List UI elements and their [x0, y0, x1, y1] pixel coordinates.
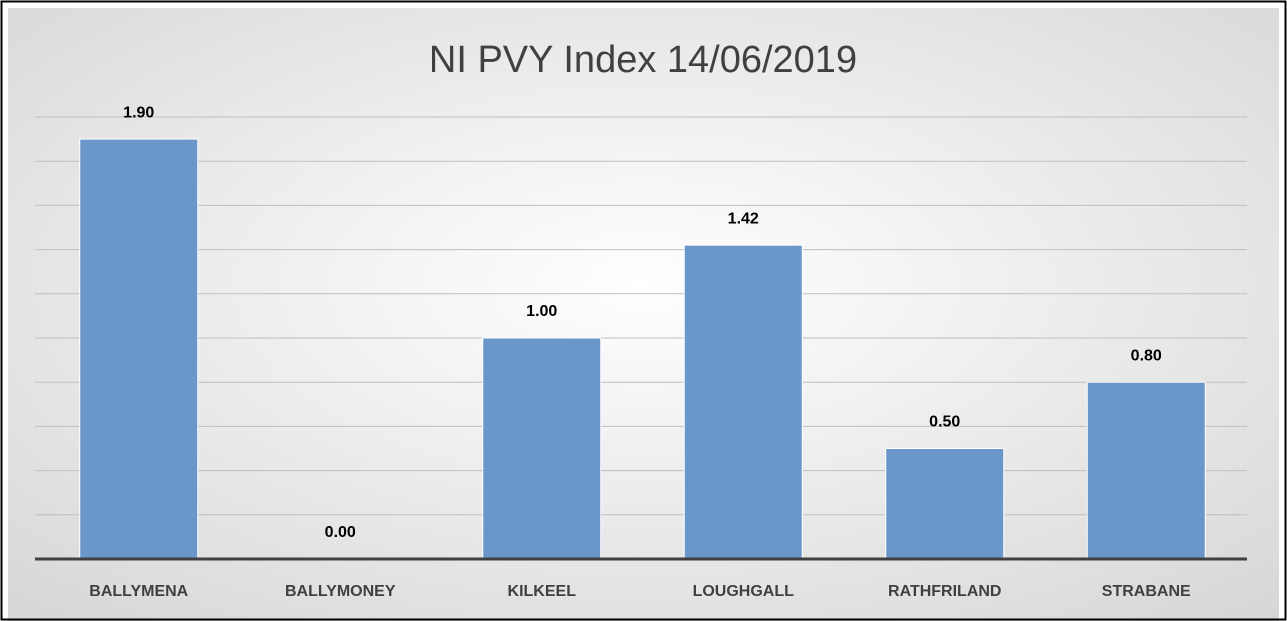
bar	[885, 448, 1005, 560]
bar	[683, 244, 803, 560]
x-tick-label: BALLYMENA	[89, 583, 188, 600]
value-label: 0.00	[325, 524, 356, 541]
x-tick-label: LOUGHGALL	[693, 583, 795, 600]
bar	[79, 138, 199, 560]
value-label: 0.80	[1131, 347, 1162, 364]
chart-title: NI PVY Index 14/06/2019	[429, 39, 857, 81]
value-label: 1.42	[728, 210, 759, 227]
value-label: 0.50	[929, 414, 960, 431]
value-label: 1.90	[123, 104, 154, 121]
plot-background	[8, 8, 1279, 621]
x-tick-label: BALLYMONEY	[285, 583, 396, 600]
x-tick-label: KILKEEL	[508, 583, 577, 600]
bar	[1086, 381, 1206, 560]
value-label: 1.00	[526, 303, 557, 320]
x-tick-label: STRABANE	[1102, 583, 1191, 600]
x-tick-label: RATHFRILAND	[888, 583, 1001, 600]
bar	[482, 337, 602, 560]
